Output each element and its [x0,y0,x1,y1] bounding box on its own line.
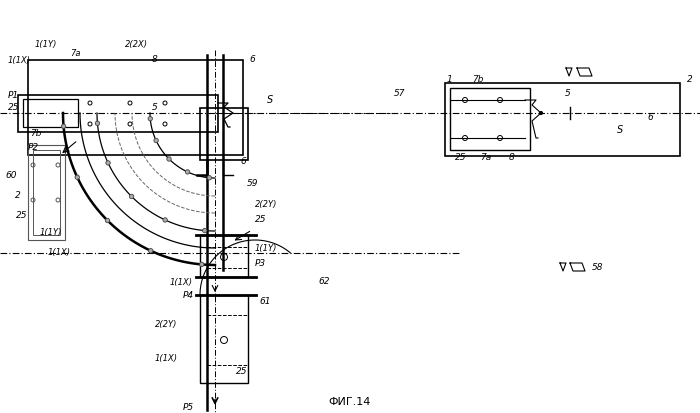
Text: 60: 60 [5,171,17,180]
Circle shape [148,116,153,121]
Bar [28,60,243,155]
Text: P1: P1 [8,90,19,100]
Text: 1(1Y): 1(1Y) [40,228,62,237]
Text: 1(1Y): 1(1Y) [35,40,57,48]
Text: 25: 25 [8,104,20,112]
Circle shape [207,176,211,180]
Circle shape [540,112,542,114]
Bar [200,295,248,383]
Text: 7a: 7a [70,50,80,59]
Text: 58: 58 [592,263,603,273]
Circle shape [130,194,134,199]
Text: 5: 5 [152,104,158,112]
Circle shape [75,175,79,179]
Text: 2: 2 [15,192,21,200]
Text: 2(2Y): 2(2Y) [255,200,277,209]
Circle shape [202,228,207,233]
Text: 1(1Y): 1(1Y) [255,244,277,252]
Text: 6: 6 [240,157,246,166]
Text: S: S [267,95,273,105]
Text: 1(1X): 1(1X) [48,249,71,257]
Text: 25: 25 [255,216,267,225]
Text: P3: P3 [255,259,266,268]
Bar [445,83,680,156]
Circle shape [154,138,158,142]
Text: P5: P5 [183,404,194,413]
Text: 7a: 7a [480,152,491,161]
Bar [18,95,218,132]
Text: 61: 61 [259,297,270,306]
Text: 25: 25 [16,211,28,219]
Bar [23,99,78,127]
Bar [200,108,248,160]
Text: P2: P2 [28,143,39,152]
Text: 5: 5 [565,88,571,97]
Text: 1(1X): 1(1X) [8,55,31,64]
Text: 1(1X): 1(1X) [155,354,178,363]
Text: 6: 6 [249,55,255,64]
Text: 25: 25 [455,152,467,161]
Text: 25: 25 [236,368,248,377]
Text: 57: 57 [394,88,406,97]
Text: 8: 8 [152,55,158,64]
Circle shape [106,161,111,165]
Text: 59: 59 [247,178,258,188]
Circle shape [62,124,66,128]
Text: 1: 1 [446,74,452,83]
Bar [450,88,530,150]
Bar [33,150,60,235]
Circle shape [167,157,172,161]
Text: 62: 62 [318,278,330,287]
Text: 2(2X): 2(2X) [125,40,148,48]
Text: ФИГ.14: ФИГ.14 [329,397,371,407]
Text: S: S [617,125,623,135]
Text: 7b: 7b [30,128,41,138]
Circle shape [163,218,167,222]
Text: 2(2Y): 2(2Y) [155,320,177,330]
Bar [28,145,65,240]
Text: 6: 6 [647,114,653,123]
Bar [200,235,248,277]
Circle shape [199,262,204,267]
Text: 2: 2 [687,74,693,83]
Text: 8: 8 [509,152,515,161]
Text: 7b: 7b [473,74,484,83]
Circle shape [148,249,153,253]
Circle shape [105,218,110,223]
Text: 1(1X): 1(1X) [170,278,193,287]
Circle shape [186,170,190,174]
Text: P4: P4 [183,290,194,299]
Circle shape [95,121,99,126]
